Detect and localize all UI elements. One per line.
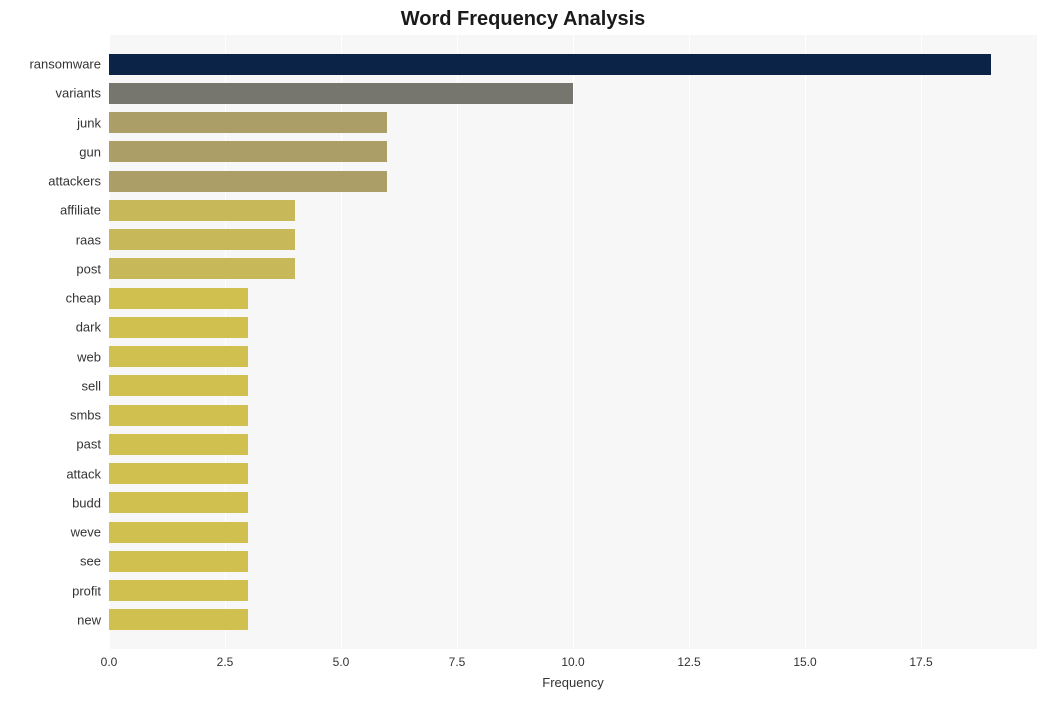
bar (109, 522, 248, 543)
x-tick-label: 10.0 (561, 655, 584, 669)
bar (109, 317, 248, 338)
bar (109, 434, 248, 455)
bar (109, 83, 573, 104)
y-tick-label: gun (79, 144, 101, 159)
y-tick-label: affiliate (60, 203, 101, 218)
chart-title: Word Frequency Analysis (0, 8, 1046, 31)
y-tick-label: web (77, 349, 101, 364)
x-tick-label: 15.0 (793, 655, 816, 669)
y-tick-label: budd (72, 495, 101, 510)
y-tick-label: dark (76, 320, 101, 335)
grid-line (689, 35, 690, 649)
bar (109, 112, 387, 133)
y-tick-label: new (77, 612, 101, 627)
bar (109, 346, 248, 367)
grid-line (573, 35, 574, 649)
x-tick-label: 0.0 (101, 655, 118, 669)
bar (109, 200, 295, 221)
y-tick-label: smbs (70, 408, 101, 423)
grid-line (921, 35, 922, 649)
x-tick-label: 12.5 (677, 655, 700, 669)
y-tick-label: sell (81, 378, 101, 393)
bar (109, 54, 991, 75)
y-tick-label: junk (77, 115, 101, 130)
y-tick-label: raas (76, 232, 101, 247)
bar (109, 258, 295, 279)
y-tick-label: past (76, 437, 101, 452)
bar (109, 288, 248, 309)
bar (109, 171, 387, 192)
bar (109, 492, 248, 513)
y-tick-label: post (76, 261, 101, 276)
bar (109, 609, 248, 630)
bar (109, 405, 248, 426)
bar (109, 229, 295, 250)
y-tick-label: see (80, 554, 101, 569)
bar (109, 141, 387, 162)
chart-container: Word Frequency Analysis ransomware varian… (0, 0, 1046, 701)
y-tick-label: attackers (48, 174, 101, 189)
bar (109, 551, 248, 572)
y-tick-label: profit (72, 583, 101, 598)
grid-line (457, 35, 458, 649)
grid-line (805, 35, 806, 649)
y-tick-label: attack (66, 466, 101, 481)
plot-area (109, 35, 1037, 649)
bar (109, 375, 248, 396)
y-tick-label: cheap (66, 291, 101, 306)
x-tick-label: 17.5 (909, 655, 932, 669)
bar (109, 580, 248, 601)
bar (109, 463, 248, 484)
y-tick-label: weve (71, 525, 101, 540)
x-tick-label: 7.5 (449, 655, 466, 669)
y-tick-label: variants (55, 86, 101, 101)
x-tick-label: 2.5 (217, 655, 234, 669)
x-axis-label: Frequency (109, 675, 1037, 690)
x-tick-label: 5.0 (333, 655, 350, 669)
y-tick-label: ransomware (29, 57, 101, 72)
